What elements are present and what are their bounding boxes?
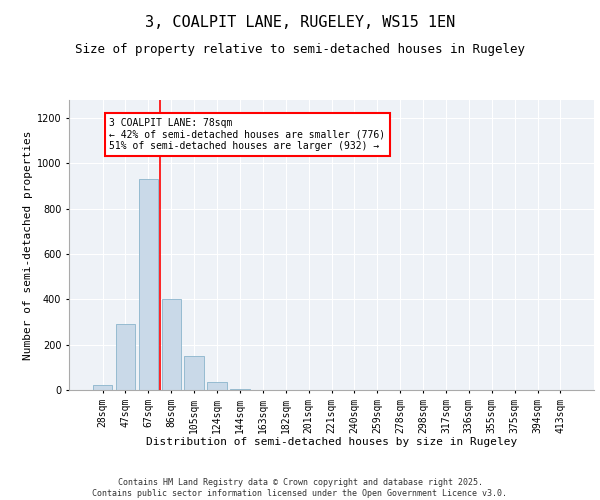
Bar [161,300,181,390]
Y-axis label: Number of semi-detached properties: Number of semi-detached properties [23,130,32,360]
Text: Size of property relative to semi-detached houses in Rugeley: Size of property relative to semi-detach… [75,42,525,56]
Bar [208,382,227,390]
Text: 3, COALPIT LANE, RUGELEY, WS15 1EN: 3, COALPIT LANE, RUGELEY, WS15 1EN [145,15,455,30]
Text: Contains HM Land Registry data © Crown copyright and database right 2025.
Contai: Contains HM Land Registry data © Crown c… [92,478,508,498]
Bar [93,386,112,390]
Bar [184,356,204,390]
Bar [230,389,250,390]
X-axis label: Distribution of semi-detached houses by size in Rugeley: Distribution of semi-detached houses by … [146,437,517,447]
Bar [116,324,135,390]
Bar [139,180,158,390]
Text: 3 COALPIT LANE: 78sqm
← 42% of semi-detached houses are smaller (776)
51% of sem: 3 COALPIT LANE: 78sqm ← 42% of semi-deta… [109,118,386,152]
